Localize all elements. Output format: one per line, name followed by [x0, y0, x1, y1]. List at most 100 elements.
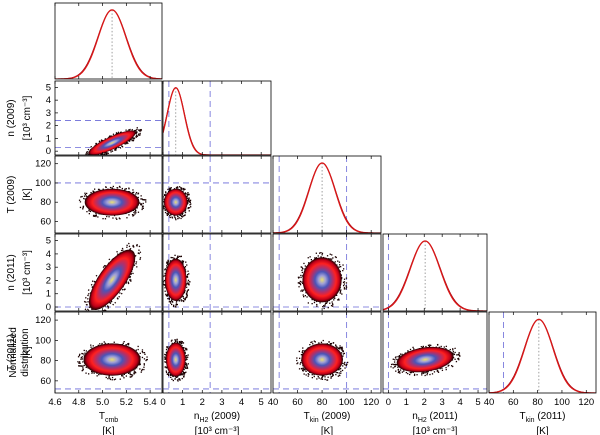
- y-tick-label: 120: [35, 315, 51, 326]
- y-tick-label: 0: [46, 302, 51, 313]
- x-axis-unit: [K]: [321, 426, 333, 435]
- x-tick-label: 1: [404, 397, 409, 408]
- y-tick-label: 2: [46, 121, 51, 132]
- panel-3-2: [273, 234, 381, 311]
- panel-3-3: [383, 234, 487, 311]
- x-tick-label: 0: [386, 397, 391, 408]
- x-tick-label: 80: [532, 397, 543, 408]
- panel-frame: [54, 80, 163, 156]
- x-tick-label: 5.4: [144, 397, 157, 408]
- y-tick-label: 120: [35, 159, 51, 170]
- y-tick-label: 100: [35, 178, 51, 189]
- panel-frame: [54, 311, 163, 394]
- diag-y-label-line1: Normalized: [8, 327, 19, 378]
- y-tick-label: 5: [46, 82, 51, 93]
- panel-frame: [162, 80, 272, 156]
- density-blob: [83, 343, 141, 376]
- y-tick-label: 1: [46, 289, 51, 300]
- x-tick-label: 0: [160, 397, 165, 408]
- y-tick-label: 100: [35, 335, 51, 346]
- distribution-curve-smooth: [273, 162, 381, 233]
- density-blob: [396, 346, 454, 373]
- y-axis-unit: [10³ cm⁻³]: [22, 250, 33, 295]
- panel-1-1: [163, 81, 271, 155]
- panel-frame: [54, 2, 163, 80]
- x-tick-label: 80: [317, 397, 328, 408]
- panel-4-3: [383, 312, 487, 393]
- x-tick-label: 3: [219, 397, 224, 408]
- y-tick-label: 3: [46, 108, 51, 119]
- distribution-curve-smooth: [489, 318, 596, 393]
- distribution-curve-raw: [163, 87, 271, 155]
- panel-3-1: [163, 234, 271, 311]
- x-axis-label: nH2 (2011): [412, 411, 457, 424]
- panel-frame: [382, 311, 488, 394]
- x-tick-label: 4: [457, 397, 462, 408]
- x-tick-label: 60: [292, 397, 303, 408]
- x-tick-label: 5.2: [120, 397, 133, 408]
- y-axis-label: n (2009): [6, 99, 17, 136]
- x-tick-label: 3: [440, 397, 445, 408]
- distribution-curve-raw: [489, 318, 596, 393]
- x-axis-unit: [10³ cm⁻³]: [413, 426, 458, 435]
- panel-4-1: [163, 312, 271, 393]
- panel-frame: [488, 311, 597, 394]
- density-blob: [88, 249, 136, 310]
- panel-3-0: [55, 242, 162, 311]
- density-blob: [165, 342, 186, 377]
- x-tick-label: 60: [508, 397, 519, 408]
- y-tick-label: 60: [40, 216, 51, 227]
- density-blob: [164, 258, 187, 302]
- x-tick-label: 120: [363, 397, 379, 408]
- distribution-curve-smooth: [55, 9, 162, 79]
- panel-4-2: [273, 312, 381, 393]
- panel-frame: [272, 233, 382, 312]
- x-axis-label: nH2 (2009): [194, 411, 240, 424]
- density-blob: [84, 188, 140, 216]
- panel-0-0: [55, 9, 162, 79]
- panel-4-4: [489, 312, 596, 393]
- x-tick-label: 5: [475, 397, 480, 408]
- x-tick-label: 40: [484, 397, 495, 408]
- density-blob: [88, 130, 136, 155]
- y-axis-unit: [K]: [22, 188, 33, 200]
- y-tick-label: 2: [46, 275, 51, 286]
- y-tick-label: 80: [40, 197, 51, 208]
- density-blob: [301, 343, 343, 376]
- y-axis-label: T (2011): [6, 334, 17, 371]
- y-tick-label: 1: [46, 133, 51, 144]
- distribution-curve-raw: [383, 240, 487, 311]
- panel-1-0: [55, 120, 162, 155]
- y-axis-unit: [10³ cm⁻³]: [22, 95, 33, 140]
- y-tick-label: 3: [46, 262, 51, 273]
- x-tick-label: 120: [578, 397, 594, 408]
- x-tick-label: 100: [339, 397, 355, 408]
- x-tick-label: 4: [239, 397, 244, 408]
- distribution-curve-raw: [55, 9, 162, 79]
- x-axis-label: Tkin (2009): [304, 411, 351, 424]
- panel-4-0: [55, 341, 162, 390]
- distribution-curve-smooth: [163, 87, 271, 155]
- x-axis-unit: [10³ cm⁻³]: [195, 426, 240, 435]
- panel-frame: [54, 233, 163, 312]
- panel-frame: [272, 311, 382, 394]
- y-tick-label: 4: [46, 95, 51, 106]
- panel-2-2: [273, 156, 381, 233]
- y-tick-label: 80: [40, 356, 51, 367]
- panel-frame: [382, 233, 488, 312]
- y-tick-label: 5: [46, 236, 51, 247]
- diag-y-label-line2: distribution: [20, 328, 31, 376]
- panel-frame: [272, 155, 382, 234]
- panel-frame: [162, 311, 272, 394]
- panel-frame: [162, 233, 272, 312]
- panel-frame: [54, 155, 163, 234]
- x-axis-label: Tkin (2011): [519, 411, 565, 424]
- x-tick-label: 2: [422, 397, 427, 408]
- y-tick-label: 0: [46, 146, 51, 157]
- x-tick-label: 100: [554, 397, 570, 408]
- y-axis-label: T (2009): [6, 176, 17, 214]
- x-tick-label: 40: [268, 397, 279, 408]
- panel-2-0: [55, 182, 162, 220]
- x-tick-label: 4.6: [48, 397, 61, 408]
